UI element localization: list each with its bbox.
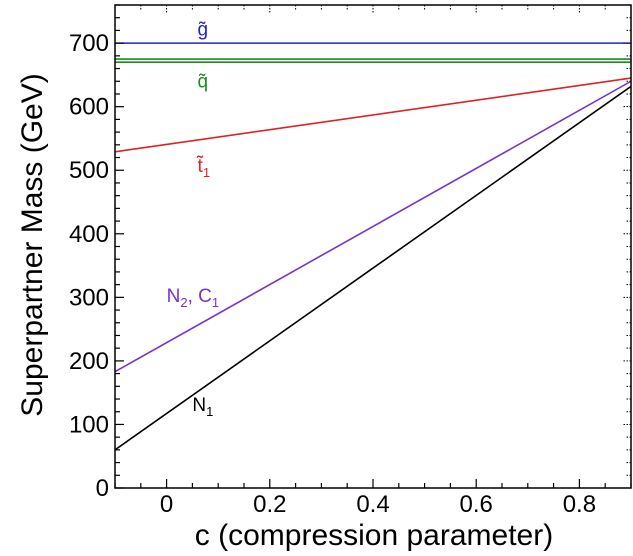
y-tick-label: 200 (69, 348, 109, 375)
y-tick-label: 500 (69, 157, 109, 184)
series-line-neutralino2-chargino1 (115, 80, 631, 373)
x-tick-label: 0.2 (253, 491, 286, 518)
y-tick-label: 600 (69, 94, 109, 121)
y-tick-label: 100 (69, 411, 109, 438)
y-tick-label: 300 (69, 284, 109, 311)
ticks-layer: 0 0.2 0.4 0.6 0.8 0 100 200 300 400 500 600 700 (69, 4, 632, 518)
x-tick-label: 0 (160, 491, 173, 518)
y-tick-label: 0 (96, 475, 109, 502)
series-label-gluino: g̃ (198, 20, 209, 41)
series-layer (115, 42, 631, 451)
x-tick-label: 0.6 (460, 491, 493, 518)
series-labels-layer: g̃ q̃ t̃1 N2, C1 N1 (167, 20, 219, 420)
series-label-stop: t̃1 (196, 156, 210, 181)
x-axis-title: c (compression parameter) (195, 519, 553, 552)
series-label-neutralino2-chargino1: N2, C1 (167, 286, 219, 310)
x-tick-label: 0.8 (563, 491, 596, 518)
series-label-squark-upper: q̃ (198, 72, 209, 93)
y-tick-label: 400 (69, 221, 109, 248)
series-line-neutralino1 (115, 85, 631, 451)
series-line-stop (115, 77, 631, 153)
y-tick-label: 700 (69, 30, 109, 57)
y-axis-title: Superpartner Mass (GeV) (16, 73, 49, 416)
x-tick-label: 0.4 (356, 491, 389, 518)
series-label-neutralino1: N1 (192, 395, 213, 419)
